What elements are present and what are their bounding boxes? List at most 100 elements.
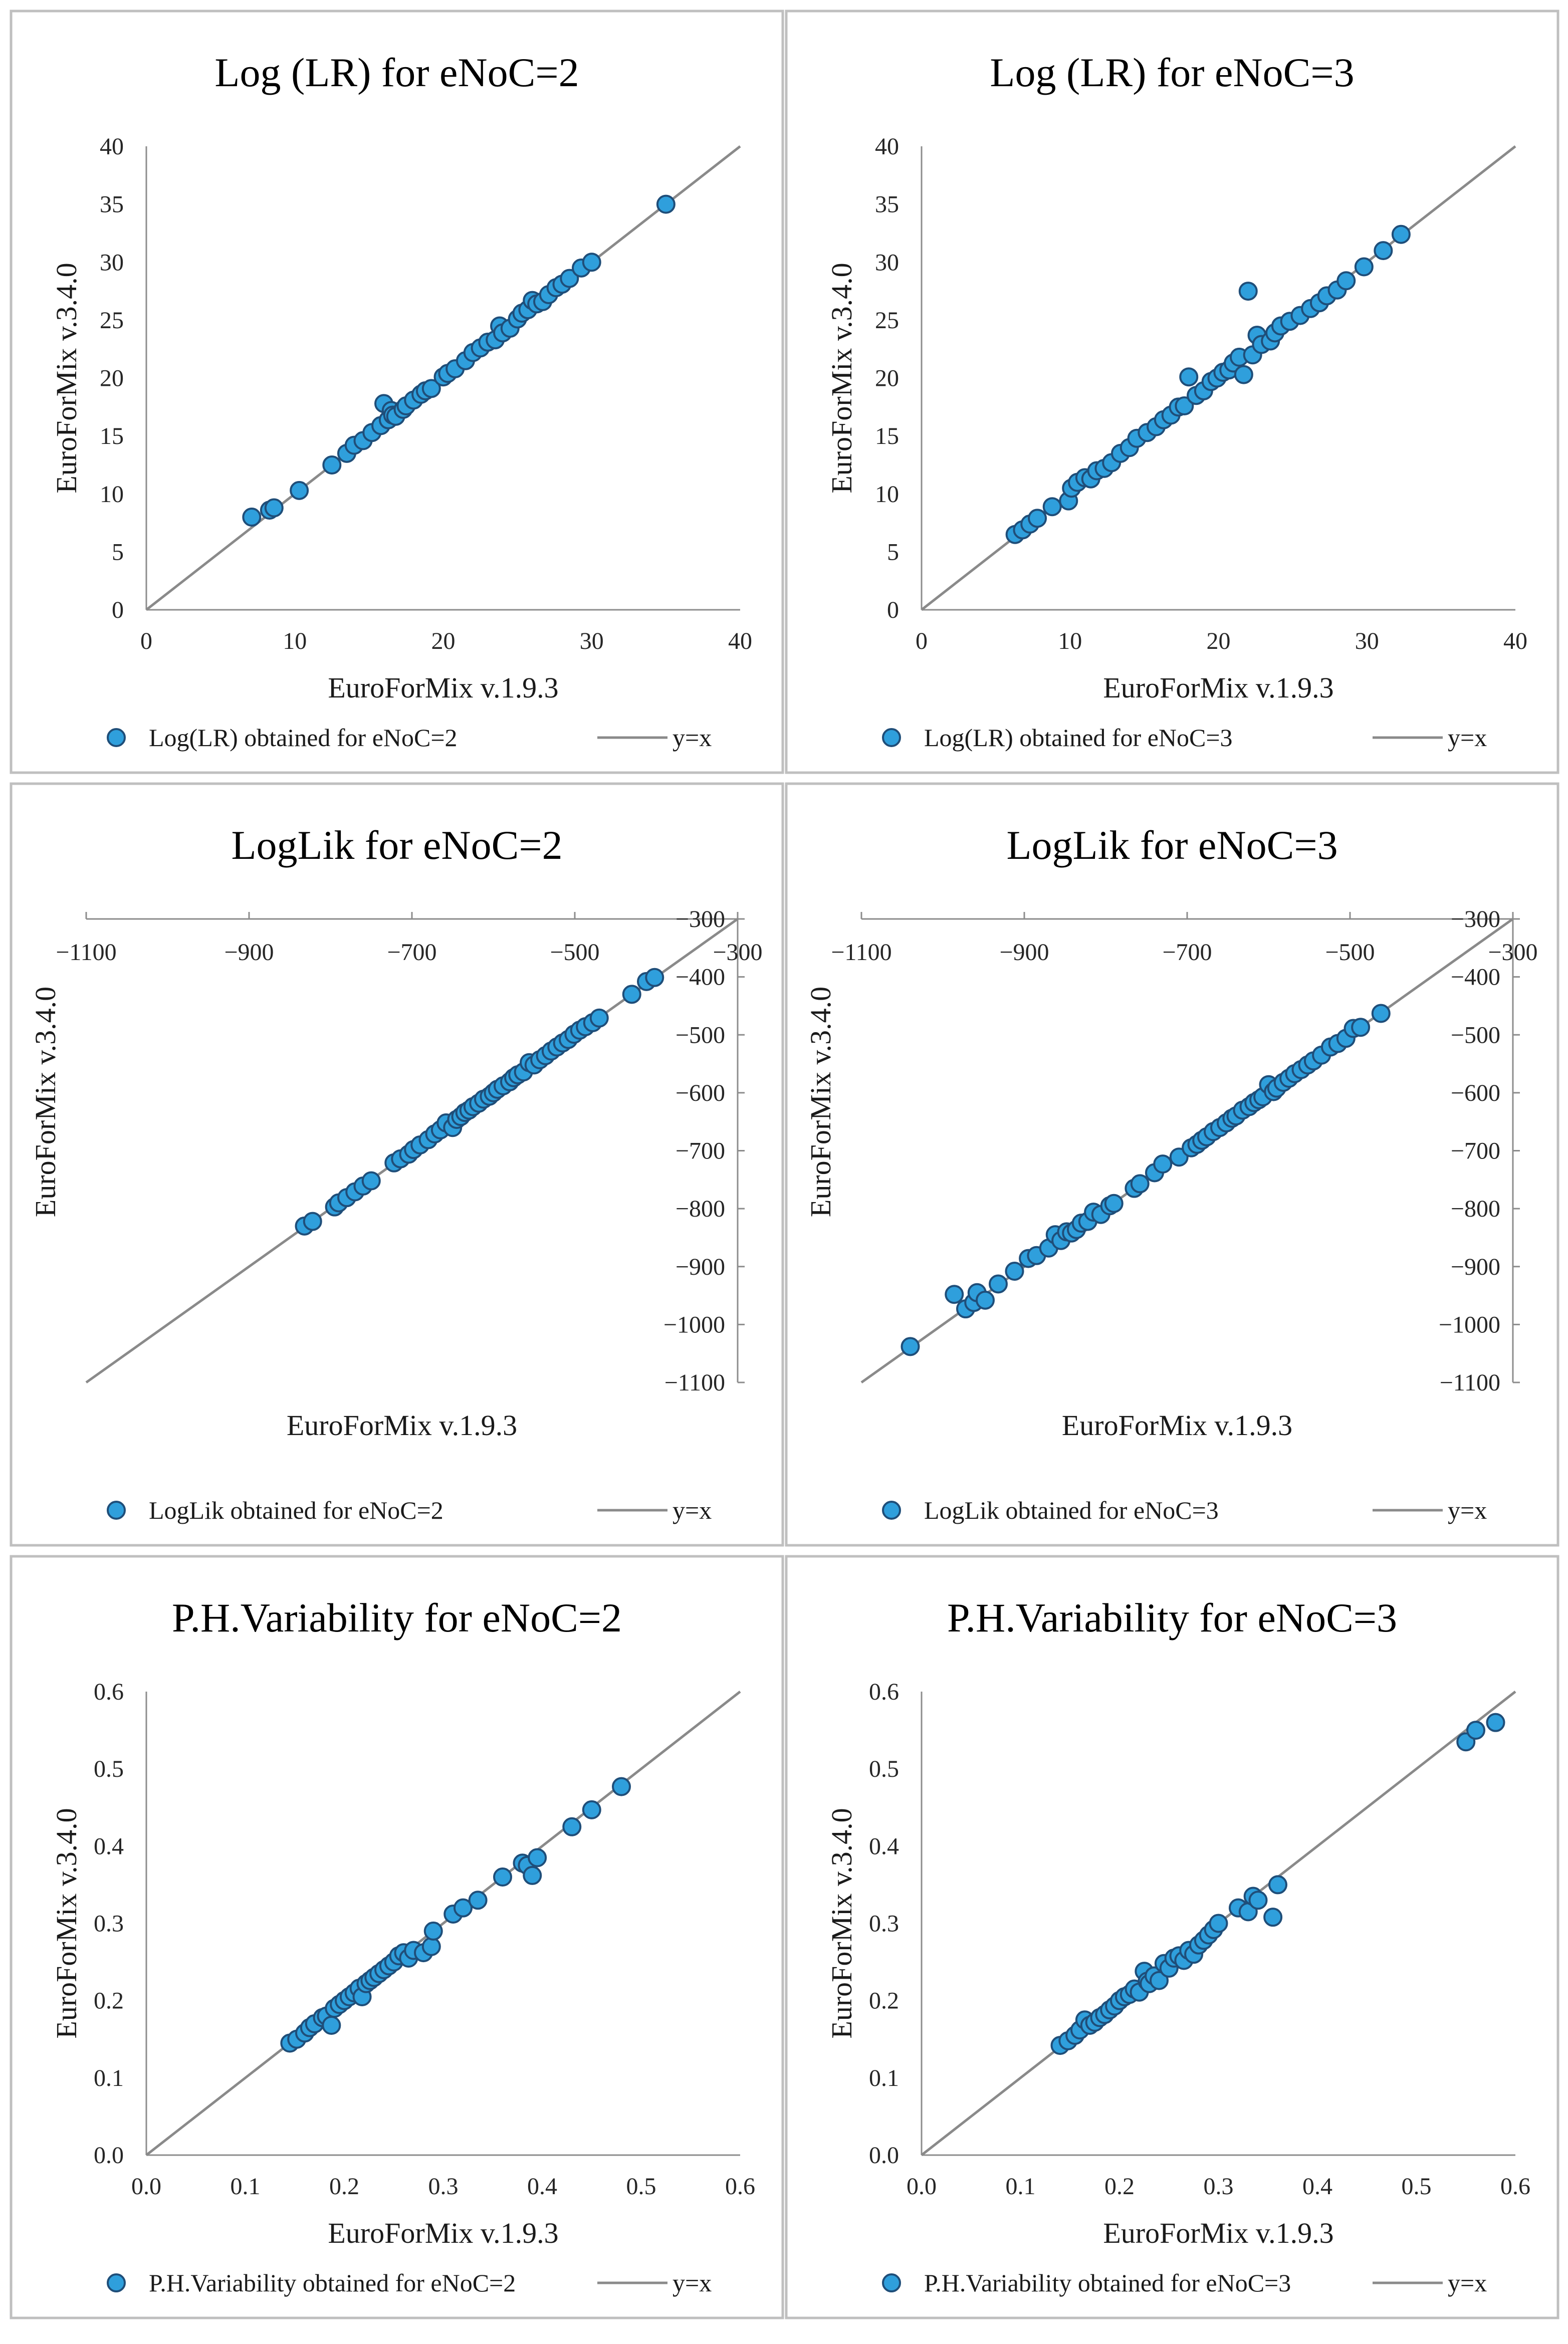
y-tick-label: 0.2 — [94, 1988, 124, 2014]
y-tick-label: 30 — [100, 249, 124, 276]
y-tick-label: −300 — [676, 906, 725, 932]
y-tick-label: 0.1 — [869, 2065, 899, 2091]
axes: −1100 −900 −700 −500 −300 −1100 −1000 −900 −800 −… — [29, 906, 763, 1442]
chart-panel-6: P.H.Variability for eNoC=30.0 0.1 0.2 0.3 0.… — [785, 1555, 1559, 2319]
y-tick-label: −1100 — [664, 1369, 725, 1396]
y-tick-label: 0.5 — [94, 1756, 124, 1782]
y-tick-label: 15 — [100, 423, 124, 449]
y-tick-label: −1000 — [1439, 1311, 1500, 1338]
data-points — [280, 1777, 631, 2053]
x-tick-label: 0 — [916, 628, 928, 654]
y-tick-label: −700 — [676, 1138, 725, 1164]
chart-title: Log (LR) for eNoC=2 — [214, 50, 579, 95]
identity-line — [145, 1691, 741, 2156]
x-tick-label: 10 — [283, 628, 307, 654]
data-point — [454, 1898, 473, 1918]
panel-border — [10, 1555, 784, 2319]
y-tick-label: 0.6 — [869, 1679, 899, 1705]
data-point — [989, 1274, 1008, 1294]
y-tick-label: −1100 — [1440, 1369, 1500, 1396]
data-point — [562, 1817, 582, 1836]
y-tick-label: 40 — [100, 133, 124, 160]
y-tick-label: −800 — [676, 1196, 725, 1222]
axes: 0.0 0.1 0.2 0.3 0.4 0.5 0.6 0.0 0.1 0.2 0.3 0.4 0.5 0… — [825, 1679, 1530, 2249]
y-tick-label: 15 — [875, 423, 899, 449]
y-tick-label: −600 — [1451, 1080, 1500, 1106]
chart-title: P.H.Variability for eNoC=3 — [947, 1595, 1397, 1640]
x-tick-label: 0.2 — [1104, 2173, 1135, 2200]
chart-panel-5: P.H.Variability for eNoC=2 0.0 0.1 0.2 0.3 0.… — [10, 1555, 784, 2319]
x-tick-label: −700 — [1162, 939, 1212, 966]
y-tick-label: −600 — [676, 1080, 725, 1106]
data-point — [421, 379, 441, 398]
y-axis-label: EuroForMix v.3.4.0 — [825, 263, 858, 493]
x-tick-label: 0.1 — [1006, 2173, 1036, 2200]
x-tick-label: 0.5 — [1402, 2173, 1432, 2200]
y-tick-label: 0.4 — [94, 1833, 124, 1859]
data-point — [1175, 396, 1194, 415]
y-tick-label: 20 — [100, 365, 124, 392]
y-tick-label: −1000 — [663, 1311, 725, 1338]
x-tick-label: −900 — [999, 939, 1049, 966]
y-tick-label: −500 — [676, 1022, 725, 1048]
x-tick-label: 20 — [1207, 628, 1231, 654]
data-point — [1234, 365, 1253, 384]
data-point — [468, 1891, 488, 1910]
data-point — [1005, 1262, 1024, 1281]
x-tick-label: −500 — [1325, 939, 1375, 966]
x-axis-label: EuroForMix v.1.9.3 — [1103, 671, 1333, 704]
x-tick-label: 0.3 — [428, 2173, 459, 2200]
x-tick-label: 40 — [728, 628, 752, 654]
data-point — [589, 1008, 609, 1028]
chart-title: P.H.Variability for eNoC=2 — [172, 1595, 622, 1640]
legend: Log(LR) obtained for eNoC=2 y=x — [107, 724, 712, 752]
data-point — [1150, 1971, 1169, 1990]
x-axis-label: EuroForMix v.1.9.3 — [328, 671, 558, 704]
data-point — [1374, 241, 1393, 261]
legend: LogLik obtained for eNoC=3 y=x — [882, 1496, 1487, 1524]
x-tick-label: 30 — [1355, 628, 1379, 654]
legend-line-label: y=x — [1448, 724, 1487, 752]
axes: 0 10 20 30 40 0 5 10 15 20 25 30 35 40 EuroForMix v.1.… — [825, 133, 1527, 704]
data-point — [612, 1777, 631, 1796]
data-point — [528, 1848, 547, 1867]
y-tick-label: −500 — [1451, 1022, 1500, 1048]
y-tick-label: −800 — [1451, 1196, 1500, 1222]
y-tick-label: 10 — [100, 481, 124, 508]
y-tick-label: 0.2 — [869, 1988, 899, 2014]
chart-panel-1: Log (LR) for eNoC=2 0 10 20 30 40 0 5 10 15 20 25 30… — [10, 10, 784, 774]
data-point — [290, 481, 309, 500]
y-tick-label: 25 — [100, 307, 124, 334]
y-tick-label: 0.4 — [869, 1833, 899, 1859]
x-tick-label: 0.6 — [1500, 2173, 1530, 2200]
y-tick-label: 0.0 — [869, 2142, 899, 2169]
data-point — [1179, 367, 1199, 387]
y-tick-label: −300 — [1451, 906, 1500, 932]
x-axis-label: EuroForMix v.1.9.3 — [328, 2217, 558, 2249]
data-point — [242, 508, 262, 527]
x-tick-label: −900 — [224, 939, 274, 966]
x-tick-label: 0.4 — [1302, 2173, 1332, 2200]
x-tick-label: 0.6 — [725, 2173, 755, 2200]
data-points — [242, 194, 676, 527]
y-axis-label: EuroForMix v.3.4.0 — [825, 1808, 858, 2038]
y-axis-label: EuroForMix v.3.4.0 — [50, 1808, 83, 2038]
data-point — [622, 985, 641, 1004]
data-point — [1130, 1174, 1150, 1194]
y-tick-label: 0.0 — [94, 2142, 124, 2169]
data-point — [264, 498, 284, 518]
x-tick-label: 0 — [140, 628, 152, 654]
y-tick-label: 0.6 — [94, 1679, 124, 1705]
x-tick-label: 0.1 — [231, 2173, 261, 2200]
y-tick-label: 10 — [875, 481, 899, 508]
legend: LogLik obtained for eNoC=2 y=x — [107, 1496, 712, 1524]
data-point — [361, 1171, 381, 1191]
data-point — [1486, 1713, 1505, 1732]
y-tick-label: −900 — [676, 1254, 725, 1280]
chart-title: LogLik for eNoC=2 — [231, 822, 562, 868]
legend-line-label: y=x — [1448, 2269, 1487, 2297]
legend-line-label: y=x — [1448, 1496, 1487, 1524]
y-tick-label: 20 — [875, 365, 899, 392]
data-point — [976, 1290, 995, 1310]
data-point — [1263, 1908, 1283, 1927]
